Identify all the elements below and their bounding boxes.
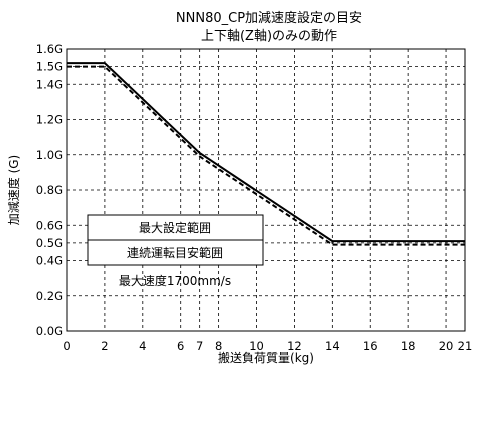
x-tick-label: 10 [249, 339, 264, 353]
y-tick-label: 0.8G [36, 183, 63, 197]
x-tick-label: 4 [139, 339, 146, 353]
x-tick-label: 21 [458, 339, 473, 353]
grid-lines [67, 49, 465, 331]
y-tick-label: 0.5G [36, 236, 63, 250]
series-layer [67, 62, 465, 246]
legend-entry-max-range: 最大設定範囲 [139, 220, 211, 235]
y-axis-label: 加減速度 (G) [6, 155, 21, 225]
plot-area-frame [66, 48, 466, 332]
y-axis-ticks: 0.0G 0.2G 0.4G 0.5G 0.6G 0.8G 1.0G 1.2G 1.4G 1.5G… [36, 42, 63, 338]
chart-subtitle: 上下軸(Z軸)のみの動作 [201, 29, 337, 44]
x-tick-label: 7 [196, 339, 203, 353]
max-speed-annotation: 最大速度1700mm/s [119, 273, 231, 288]
y-tick-label: 0.6G [36, 218, 63, 232]
x-tick-label: 6 [177, 339, 184, 353]
y-tick-label: 0.4G [36, 254, 63, 268]
series-line-max [67, 62, 465, 243]
series-line-continuous [67, 65, 465, 246]
y-tick-label: 1.5G [36, 60, 63, 74]
x-tick-label: 8 [215, 339, 222, 353]
x-axis-ticks: 0 2 4 6 7 8 10 12 14 16 18 20 21 [63, 339, 472, 353]
y-tick-label: 1.4G [36, 77, 63, 91]
x-tick-label: 0 [63, 339, 70, 353]
chart-title: NNN80_CP加減速度設定の目安 [176, 10, 362, 26]
y-tick-label: 0.0G [36, 324, 63, 338]
x-tick-label: 20 [439, 339, 454, 353]
x-axis-label: 搬送負荷質量(kg) [218, 350, 314, 365]
y-tick-label: 1.2G [36, 113, 63, 127]
legend: 最大設定範囲 連続運転目安範囲 [87, 214, 264, 266]
x-tick-label: 18 [401, 339, 416, 353]
x-tick-label: 16 [363, 339, 378, 353]
legend-entry-continuous-range: 連続運転目安範囲 [127, 245, 223, 260]
x-tick-label: 12 [287, 339, 302, 353]
y-tick-label: 1.6G [36, 42, 63, 56]
x-tick-label: 2 [101, 339, 108, 353]
y-tick-label: 0.2G [36, 289, 63, 303]
y-tick-label: 1.0G [36, 148, 63, 162]
x-tick-label: 14 [325, 339, 340, 353]
